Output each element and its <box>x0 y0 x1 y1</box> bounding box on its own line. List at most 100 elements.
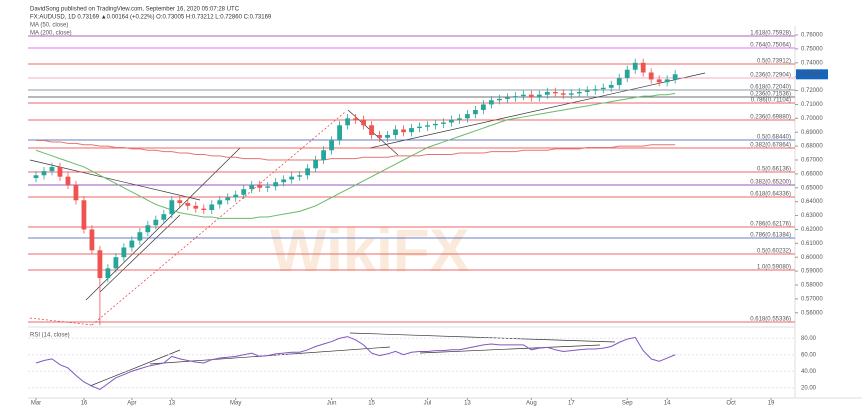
candle-body <box>592 89 598 91</box>
candle-body <box>241 189 247 195</box>
x-tick-label: 19 <box>768 401 775 407</box>
candle-body <box>105 268 111 279</box>
candle-body <box>377 135 382 138</box>
moving-average <box>35 140 676 161</box>
candle-body <box>41 171 47 176</box>
candle-body <box>297 175 303 177</box>
y-tick-label: 0.72000 <box>801 88 823 94</box>
legend-entry: MA (50, close) <box>30 23 68 29</box>
legend-entry: MA (200, close) <box>30 31 72 37</box>
y-tick-label: 0.61000 <box>801 241 823 247</box>
candle-body <box>153 219 159 226</box>
candle-body <box>121 247 127 258</box>
rsi-tick-label: 40.00 <box>801 369 817 375</box>
candle-body <box>337 125 342 141</box>
x-tick-label: 17 <box>568 401 575 407</box>
rsi-tick-label: 20.00 <box>801 385 817 391</box>
fib-label: 0.236(0.69880) <box>750 115 791 121</box>
rsi-line <box>35 336 676 390</box>
candle-body <box>552 91 558 94</box>
candle-body <box>249 185 255 190</box>
candle-body <box>273 182 279 187</box>
candle-body <box>33 175 39 179</box>
fib-label: 0.5(0.68440) <box>757 135 791 141</box>
candle-body <box>528 94 534 98</box>
y-tick-label: 0.70000 <box>801 116 823 122</box>
candle-body <box>449 119 454 123</box>
candle-body <box>313 160 319 169</box>
candle-body <box>648 72 654 80</box>
candle-body <box>465 114 470 119</box>
candle-body <box>129 240 135 248</box>
last-price-label: 0.73169 <box>799 72 821 78</box>
candle-body <box>57 166 63 177</box>
candle-body <box>512 96 518 98</box>
candle-body <box>169 200 175 215</box>
candle-body <box>329 140 335 151</box>
candle-body <box>568 93 574 95</box>
candle-body <box>201 208 207 210</box>
y-tick-label: 0.62000 <box>801 227 823 233</box>
y-tick-label: 0.76000 <box>801 33 823 39</box>
candle-body <box>289 176 295 180</box>
y-tick-label: 0.64000 <box>801 199 823 205</box>
candle-body <box>576 91 582 94</box>
chart-title: DavidSong published on TradingView.com, … <box>30 7 240 13</box>
fib-label: 0.382(0.65200) <box>750 180 791 186</box>
y-tick-label: 0.58000 <box>801 283 823 289</box>
x-tick-label: Jul <box>424 401 432 407</box>
candle-body <box>321 150 327 160</box>
candle-body <box>361 119 366 126</box>
rsi-tick-label: 80.00 <box>801 336 817 342</box>
candle-body <box>217 200 223 205</box>
candle-body <box>401 129 406 133</box>
candle-body <box>305 168 311 176</box>
candle-body <box>656 79 662 83</box>
x-tick-label: 15 <box>368 401 375 407</box>
candle-body <box>632 62 638 70</box>
candle-body <box>425 125 430 127</box>
candle-body <box>177 200 183 204</box>
fib-label: 0.236(0.71536) <box>750 92 791 98</box>
candle-body <box>616 78 622 85</box>
candle-body <box>433 123 438 126</box>
x-tick-label: 16 <box>81 401 88 407</box>
candle-body <box>369 125 374 135</box>
candle-body <box>544 91 550 95</box>
candle-body <box>137 232 143 241</box>
candle-body <box>624 69 630 79</box>
candle-body <box>385 135 390 138</box>
x-tick-label: Jun <box>327 401 337 407</box>
x-tick-label: 13 <box>168 401 175 407</box>
fib-label: 0.236(0.72904) <box>750 73 791 79</box>
y-tick-label: 0.60000 <box>801 255 823 261</box>
candle-body <box>664 79 670 83</box>
x-tick-label: May <box>230 401 241 407</box>
candle-body <box>225 197 231 201</box>
candle-body <box>113 257 119 269</box>
candle-body <box>520 94 526 97</box>
y-tick-label: 0.68000 <box>801 144 823 150</box>
candle-body <box>81 200 87 230</box>
candle-body <box>257 185 263 188</box>
fib-label: 0.618(0.72040) <box>750 85 791 91</box>
candle-body <box>65 176 71 185</box>
x-tick-label: Sep <box>622 401 633 407</box>
candle-body <box>89 229 95 251</box>
candle-body <box>672 74 678 80</box>
candle-body <box>441 122 446 124</box>
y-tick-label: 0.65000 <box>801 185 823 191</box>
candle-body <box>353 118 358 120</box>
last-price-box <box>796 69 828 80</box>
candle-body <box>417 126 422 129</box>
x-tick-label: Oct <box>726 401 736 407</box>
candle-body <box>600 87 606 90</box>
candle-body <box>536 94 542 98</box>
watermark: WikiFX <box>270 217 469 284</box>
candle-body <box>584 90 590 92</box>
candle-body <box>473 110 478 115</box>
fib-label: 0.786(0.71104) <box>751 98 791 104</box>
candle-body <box>393 129 398 135</box>
candle-body <box>281 179 287 183</box>
fib-label: 1.618(0.75928) <box>750 31 791 37</box>
